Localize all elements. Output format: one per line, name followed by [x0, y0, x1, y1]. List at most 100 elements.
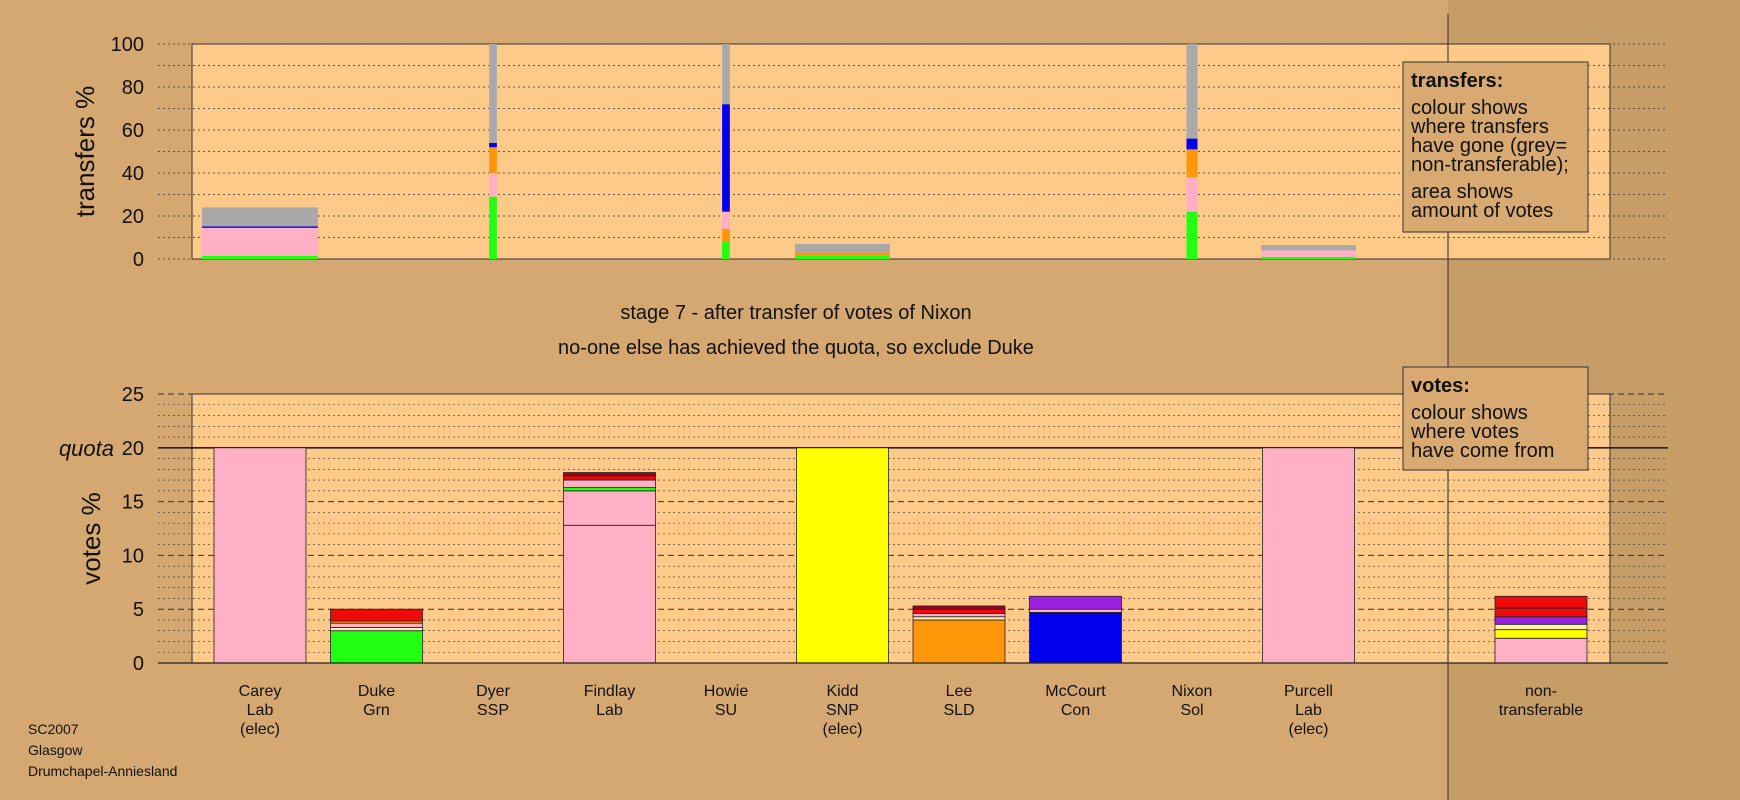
vote-bar	[912, 605, 1006, 664]
x-tick-label: non-	[1525, 683, 1557, 700]
vote-bar	[796, 447, 889, 664]
transfer-segment	[202, 227, 318, 256]
x-tick-label: SSP	[477, 702, 509, 719]
x-tick-label: McCourt	[1045, 683, 1106, 700]
legend-title: votes:	[1411, 375, 1470, 397]
vote-segment	[330, 630, 423, 664]
legend-line: have come from	[1411, 440, 1554, 462]
plot-area	[191, 393, 1611, 664]
vote-bar	[1029, 595, 1122, 664]
vote-segment	[912, 605, 1006, 610]
transfer-segment	[489, 196, 497, 259]
transfer-segment	[489, 173, 497, 197]
x-tick-label: transferable	[1499, 702, 1584, 719]
transfer-bar	[489, 44, 497, 259]
transfers-chart: 0 20 40 60 80 100 transfers %	[70, 34, 1668, 271]
x-tick-label: SLD	[943, 702, 974, 719]
legend-frame	[1402, 61, 1589, 233]
transfer-bar	[722, 44, 730, 259]
candidate-label: Kidd SNP (elec)	[822, 683, 862, 738]
legend-line: colour shows	[1411, 402, 1528, 424]
y-tick-label: 20	[122, 438, 144, 460]
y-axis-title: transfers %	[70, 86, 100, 218]
x-tick-label: Dyer	[476, 683, 510, 700]
transfer-segment	[795, 243, 890, 253]
transfer-bar	[795, 243, 890, 259]
vote-segment	[1494, 607, 1588, 618]
transfer-segment	[722, 228, 730, 242]
candidate-label: McCourt Con	[1045, 683, 1106, 719]
vote-segment	[563, 475, 656, 481]
vote-segment	[1494, 637, 1588, 664]
candidate-label: Howie SU	[704, 683, 749, 719]
footer-line: Glasgow	[28, 742, 83, 758]
vote-segment	[563, 479, 656, 489]
y-tick-label: 15	[122, 492, 144, 514]
stage-title: stage 7 - after transfer of votes of Nix…	[620, 302, 971, 324]
vote-segment	[912, 608, 1006, 614]
vote-segment	[330, 608, 423, 622]
transfer-segment	[489, 142, 497, 148]
legend-line: where votes	[1410, 421, 1519, 443]
stage-subtitle: no-one else has achieved the quota, so e…	[558, 337, 1034, 359]
vote-segment	[330, 627, 423, 632]
vote-segment	[1029, 608, 1122, 613]
x-tick-label: Duke	[358, 683, 395, 700]
vote-bar	[1262, 447, 1355, 664]
x-tick-label: Con	[1061, 702, 1090, 719]
y-tick-label: 80	[122, 77, 144, 99]
vote-segment	[1494, 595, 1588, 609]
vote-segment	[1029, 612, 1122, 664]
legend-frame	[1402, 366, 1589, 471]
legend-line: area shows	[1411, 181, 1513, 203]
footer-line: Drumchapel-Anniesland	[28, 763, 177, 779]
transfer-segment	[1186, 44, 1198, 139]
candidate-label: Lee SLD	[943, 683, 974, 719]
transfer-segment	[1186, 211, 1198, 259]
vote-segment	[912, 613, 1006, 618]
vote-bar	[330, 608, 423, 664]
vote-segment	[563, 487, 656, 492]
vote-bar	[213, 447, 307, 664]
transfer-segment	[722, 104, 730, 212]
vote-segment	[1494, 623, 1588, 631]
candidate-label: Findlay Lab	[584, 683, 636, 719]
vote-segment	[796, 447, 889, 664]
transfer-segment	[722, 211, 730, 229]
x-tick-label: Kidd	[826, 683, 858, 700]
transfer-segment	[1261, 250, 1356, 257]
x-tick-label: Findlay	[584, 683, 636, 700]
transfer-segment	[1261, 245, 1356, 251]
y-tick-label: 0	[133, 249, 144, 271]
transfer-segment	[202, 226, 318, 228]
y-tick-label: 10	[122, 545, 144, 567]
x-tick-label: Lab	[1295, 702, 1322, 719]
y-tick-label: 100	[111, 34, 144, 56]
transfer-bar	[202, 207, 318, 259]
y-tick-label: 25	[122, 384, 144, 406]
transfer-segment	[722, 241, 730, 259]
footer-line: SC2007	[28, 721, 79, 737]
x-tick-label: SU	[715, 702, 737, 719]
transfer-segment	[489, 147, 497, 173]
vote-segment	[1494, 629, 1588, 639]
x-tick-label: Purcell	[1284, 683, 1333, 700]
vote-segment	[1494, 616, 1588, 625]
x-tick-label: (elec)	[822, 721, 862, 738]
transfer-segment	[1186, 177, 1198, 212]
transfer-segment	[202, 255, 318, 259]
transfer-segment	[795, 255, 890, 259]
y-tick-label: 20	[122, 206, 144, 228]
vote-segment	[563, 472, 656, 477]
nontransferable-bar	[1494, 595, 1588, 664]
transfer-bar	[1261, 245, 1356, 259]
vote-segment	[1029, 595, 1122, 610]
vote-bar	[563, 472, 656, 664]
candidate-label: Nixon Sol	[1172, 683, 1213, 719]
vote-segment	[563, 490, 656, 526]
candidate-label: Dyer SSP	[476, 683, 510, 719]
vote-segment	[213, 447, 307, 664]
x-tick-label: Lab	[596, 702, 623, 719]
x-tick-label: SNP	[826, 702, 859, 719]
